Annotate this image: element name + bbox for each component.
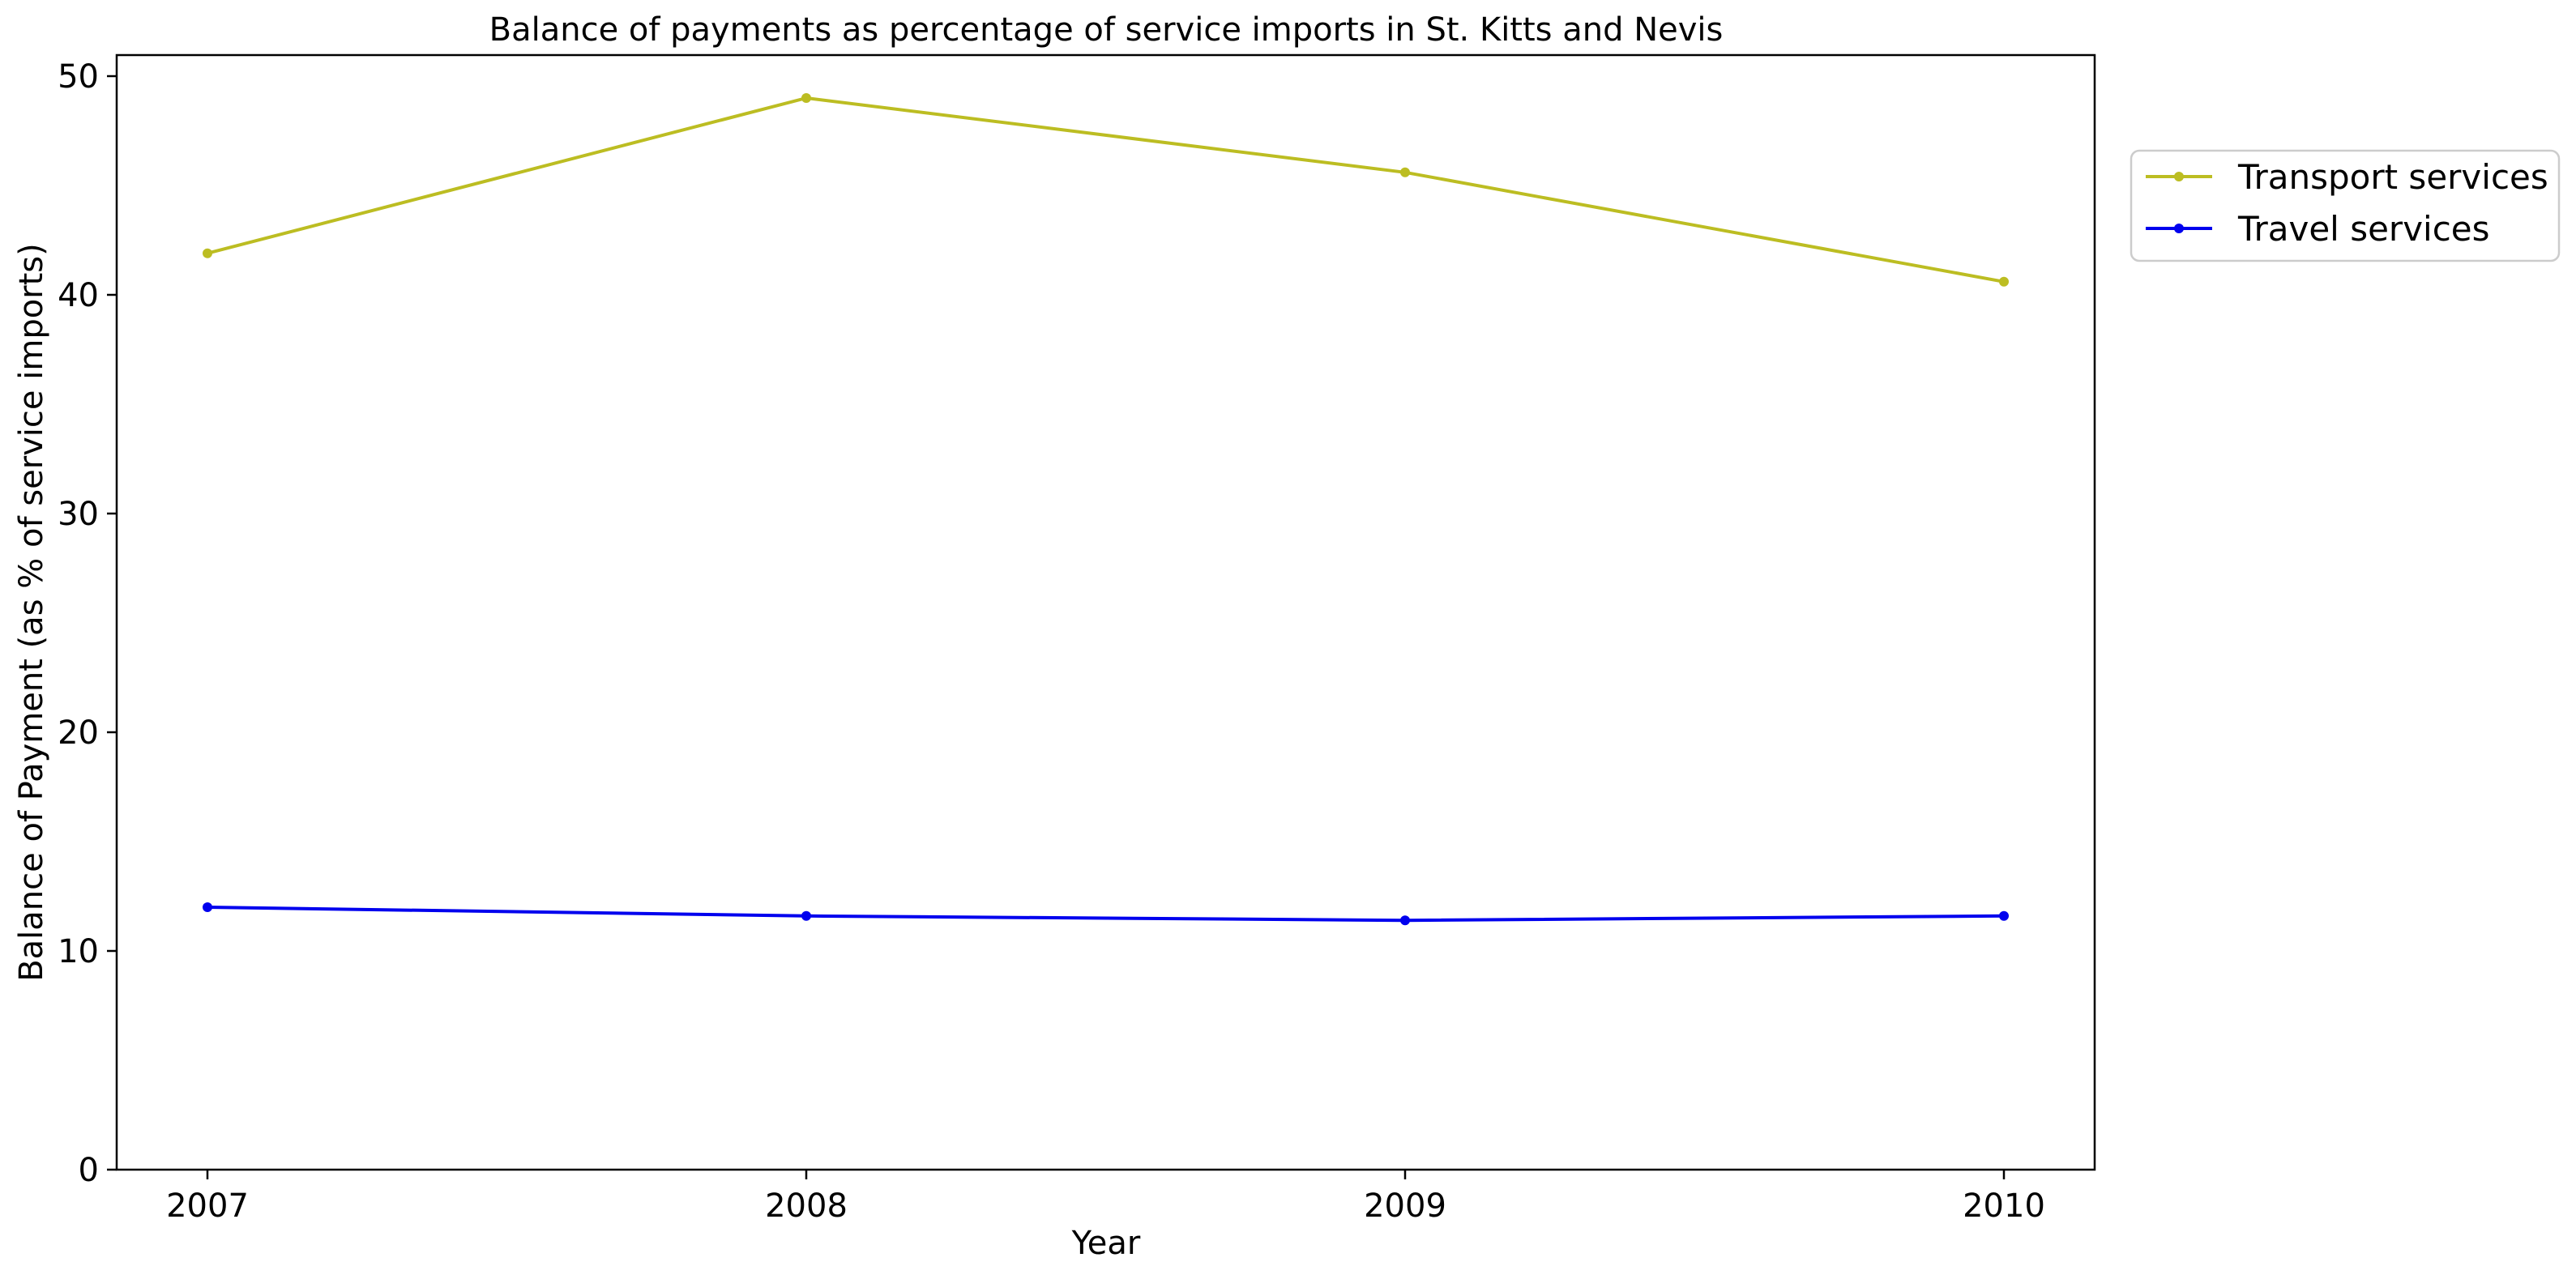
legend-marker	[2174, 224, 2184, 233]
y-axis: 0 10 20 30 40 50	[58, 58, 117, 1189]
y-tick-label: 10	[58, 933, 99, 970]
data-point	[801, 93, 811, 103]
y-tick-label: 40	[58, 277, 99, 314]
x-tick-label: 2008	[765, 1187, 848, 1225]
x-axis-label: Year	[1071, 1225, 1141, 1262]
data-point	[1999, 276, 2009, 287]
y-tick-label: 0	[79, 1152, 99, 1189]
y-tick-label: 20	[58, 714, 99, 752]
y-axis-label: Balance of Payment (as % of service impo…	[13, 243, 50, 982]
chart-title: Balance of payments as percentage of ser…	[489, 11, 1724, 49]
series-line-1	[207, 906, 2005, 923]
y-tick-label: 30	[58, 496, 99, 533]
data-point	[1999, 910, 2009, 921]
legend-label: Transport services	[2237, 157, 2548, 197]
x-tick-label: 2010	[1963, 1187, 2045, 1225]
series-line-0	[207, 96, 2005, 284]
data-point	[203, 248, 212, 258]
plot-area	[115, 53, 2096, 1171]
series-layer	[203, 93, 2009, 926]
legend-label: Travel services	[2237, 209, 2490, 249]
x-tick-label: 2009	[1364, 1187, 1446, 1225]
data-point	[1400, 915, 1410, 926]
x-tick-label: 2007	[166, 1187, 249, 1225]
legend-entries: Transport services Travel services	[2146, 157, 2548, 249]
x-axis: 2007 2008 2009 2010	[166, 1170, 2045, 1225]
legend-box	[2130, 149, 2561, 262]
y-tick-label: 50	[58, 58, 99, 96]
legend-marker	[2174, 172, 2184, 181]
legend: Transport services Travel services	[2130, 149, 2561, 262]
data-point	[1400, 167, 1410, 177]
data-point	[801, 910, 811, 921]
data-point	[203, 902, 212, 912]
